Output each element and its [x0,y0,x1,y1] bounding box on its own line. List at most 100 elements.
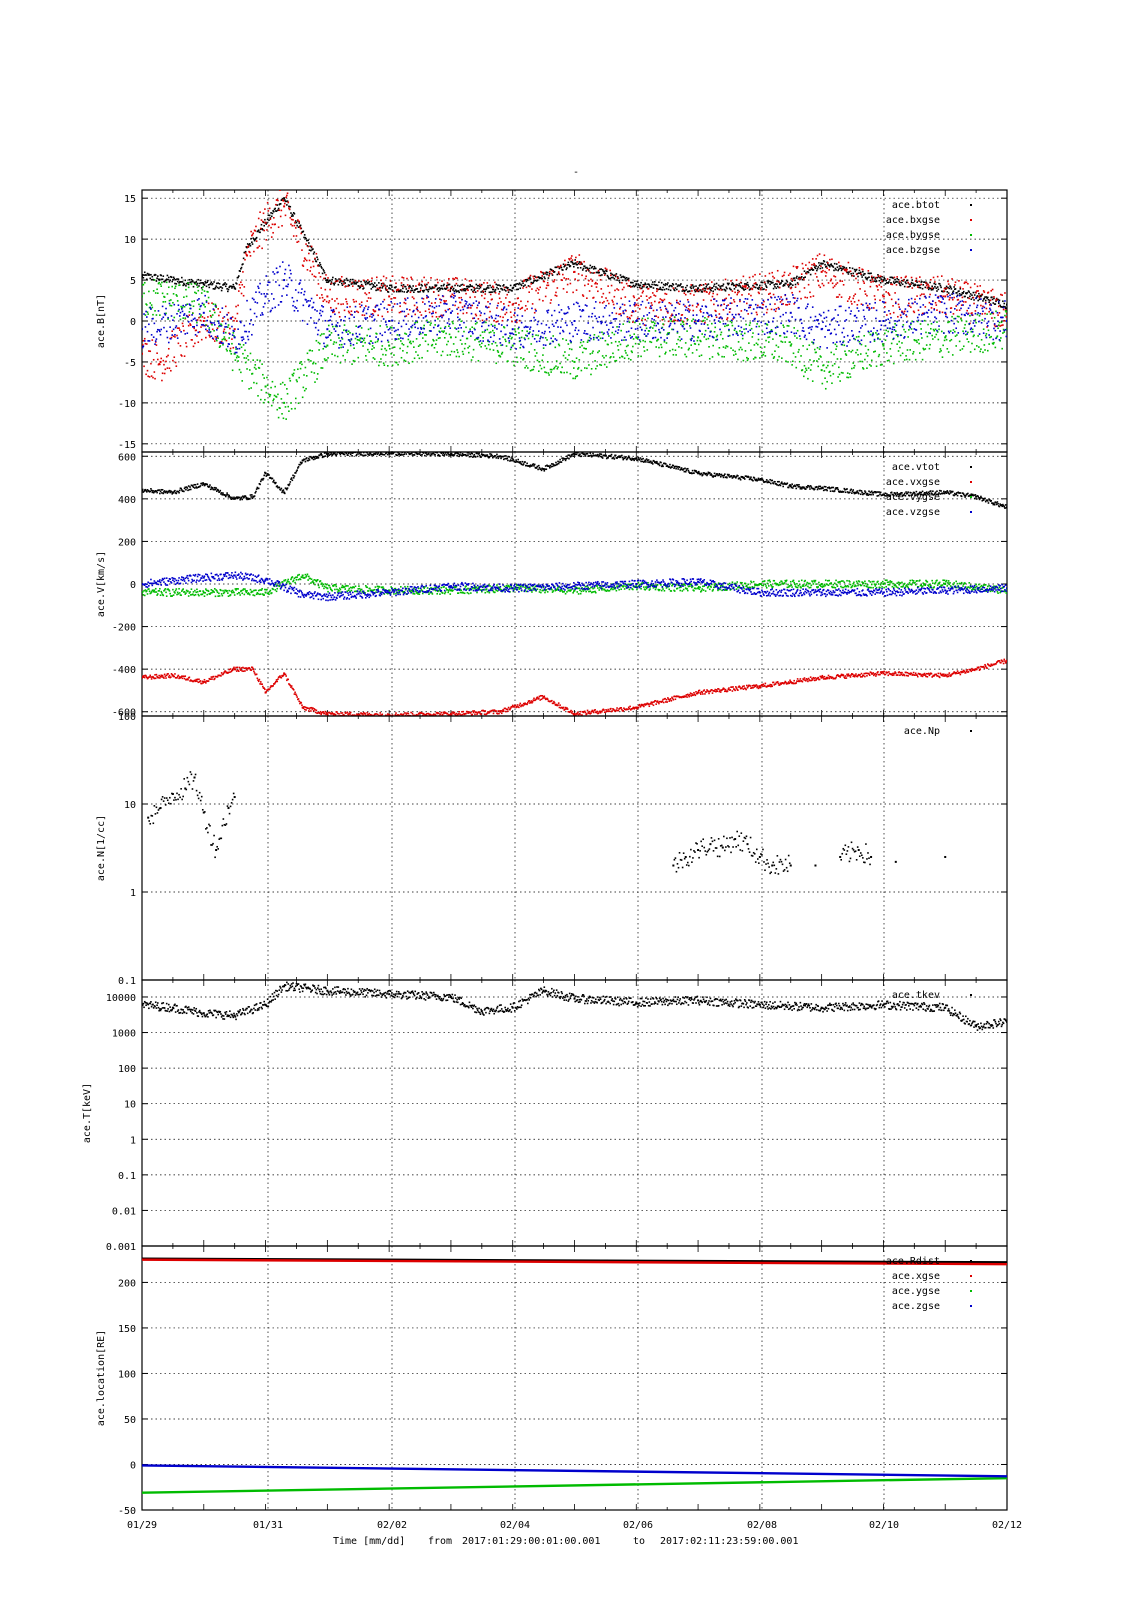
data-point [297,368,299,371]
data-point [357,356,360,359]
data-point [738,283,741,285]
data-point [987,329,990,332]
data-point [211,323,213,326]
data-point [644,340,647,343]
data-point [603,363,606,366]
data-point [853,337,855,340]
data-point [881,280,883,282]
data-point [800,355,802,357]
data-point [983,344,986,346]
data-point [805,338,808,341]
data-point [202,311,205,314]
data-point [726,313,729,316]
data-point [885,291,887,293]
data-point [616,277,619,279]
data-point [534,319,537,321]
data-point [437,324,440,327]
data-point [754,273,756,276]
data-point [175,365,178,367]
data-point [148,340,151,342]
data-point [776,298,778,301]
data-point [562,354,565,357]
data-point [990,289,993,292]
data-point [298,283,301,285]
data-point [570,348,573,351]
data-point [930,289,933,291]
data-point [219,345,222,347]
data-point [837,269,839,272]
data-point [183,283,186,286]
data-point [784,293,787,296]
data-point [179,318,182,321]
data-point [280,301,283,303]
data-point [724,347,727,349]
data-point [730,280,732,282]
data-point [775,344,778,347]
data-point [588,364,590,366]
data-point [404,302,407,305]
data-point [665,293,668,295]
data-point [897,350,900,352]
data-point [922,284,925,286]
data-point [387,328,390,331]
data-point [934,283,937,286]
data-point [532,281,535,284]
data-point [370,288,373,290]
data-point [951,298,954,301]
data-point [934,281,936,283]
data-point [654,300,656,303]
data-point [257,395,259,397]
data-point [148,274,151,276]
data-point [551,270,554,272]
data-point [278,284,281,287]
data-point [689,327,692,329]
data-point [884,339,887,341]
data-point [538,298,541,301]
data-point [602,292,605,295]
data-point [671,314,674,317]
y-axis-label: ace.B[nT] [96,294,107,348]
data-point [884,277,886,280]
data-point [733,300,736,303]
data-point [291,373,294,376]
data-point [729,302,732,305]
data-point [263,377,265,379]
data-point [292,235,295,237]
data-point [543,332,546,335]
data-point [170,304,173,307]
data-point [597,351,599,354]
data-point [823,370,826,372]
data-point [612,356,615,358]
data-point [892,311,895,314]
data-point [903,336,906,338]
data-point [142,273,144,276]
data-point [224,322,227,325]
data-point [643,346,645,348]
data-point [196,321,198,324]
data-point [760,281,763,284]
data-point [873,338,876,341]
data-point [240,371,242,374]
data-point [851,349,854,352]
data-point [853,295,855,297]
data-point [483,321,485,323]
data-point [747,357,749,360]
data-point [467,289,469,292]
data-point [942,344,944,347]
data-point [1000,337,1002,339]
data-point [243,286,246,288]
data-point [742,317,745,320]
data-point [345,277,348,280]
data-point [150,304,153,306]
data-point [625,276,628,279]
data-point [772,320,774,323]
data-point [382,275,385,278]
data-point [697,320,700,322]
data-point [807,271,810,274]
data-point [557,326,559,328]
data-point [894,320,896,322]
data-point [554,346,557,349]
data-point [722,283,725,286]
data-point [982,328,985,331]
data-point [934,301,937,304]
